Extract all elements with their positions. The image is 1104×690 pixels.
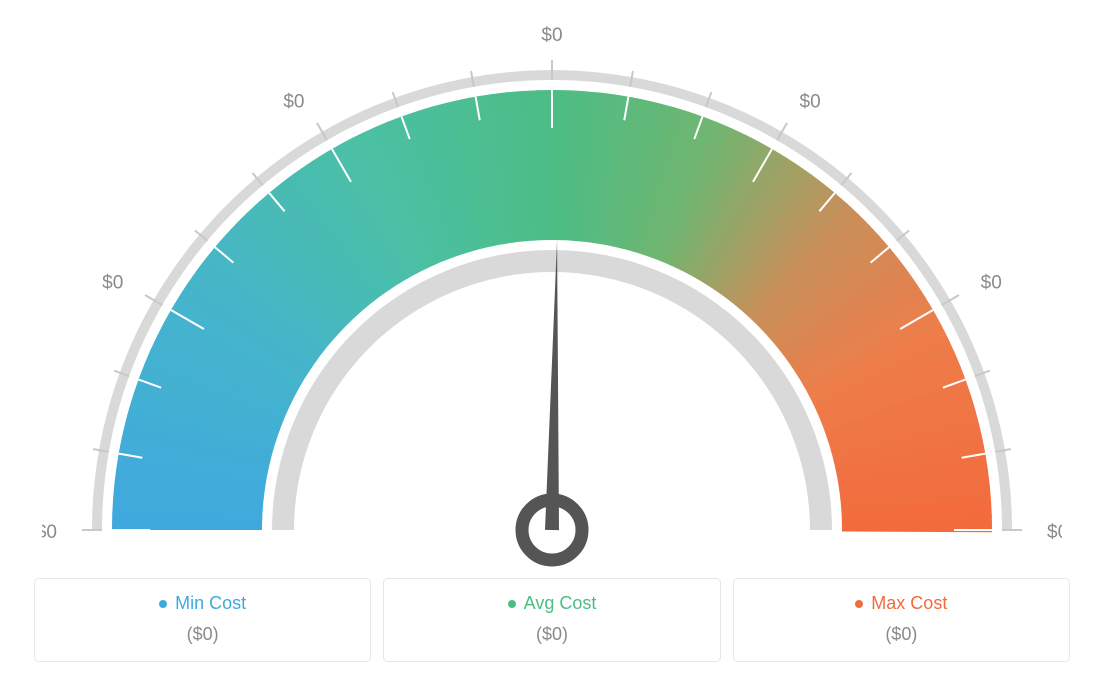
gauge: $0 $0 $0 $0 $0 $0 $0 <box>42 20 1062 560</box>
legend-avg-text: Avg Cost <box>524 593 597 614</box>
gauge-tick-label: $0 <box>800 91 821 112</box>
gauge-tick-label: $0 <box>541 25 562 46</box>
legend-max-label: Max Cost <box>855 593 947 614</box>
gauge-tick-label: $0 <box>981 273 1002 294</box>
gauge-needle <box>545 240 559 530</box>
legend-min-label: Min Cost <box>159 593 246 614</box>
gauge-tick-label: $0 <box>283 91 304 112</box>
dot-icon <box>855 600 863 608</box>
legend: Min Cost ($0) Avg Cost ($0) Max Cost ($0… <box>34 578 1070 662</box>
legend-card-avg: Avg Cost ($0) <box>383 578 720 662</box>
legend-min-text: Min Cost <box>175 593 246 614</box>
legend-card-min: Min Cost ($0) <box>34 578 371 662</box>
legend-max-value: ($0) <box>744 624 1059 645</box>
dot-icon <box>159 600 167 608</box>
legend-min-value: ($0) <box>45 624 360 645</box>
legend-max-text: Max Cost <box>871 593 947 614</box>
gauge-chart-container: $0 $0 $0 $0 $0 $0 $0 Min Cost ($0) Avg Cost ($… <box>0 0 1104 690</box>
gauge-tick-label: $0 <box>1047 522 1062 543</box>
gauge-tick-label: $0 <box>102 273 123 294</box>
dot-icon <box>508 600 516 608</box>
legend-avg-label: Avg Cost <box>508 593 597 614</box>
legend-card-max: Max Cost ($0) <box>733 578 1070 662</box>
legend-avg-value: ($0) <box>394 624 709 645</box>
gauge-tick-label: $0 <box>42 522 57 543</box>
